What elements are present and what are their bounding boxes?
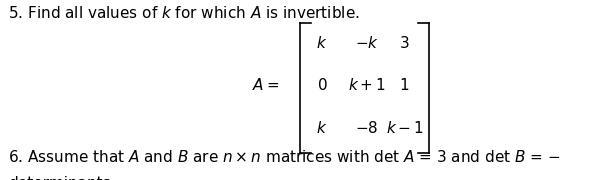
Text: $-8$: $-8$ (355, 120, 378, 136)
Text: $3$: $3$ (399, 35, 410, 51)
Text: determinants.: determinants. (8, 176, 115, 180)
Text: $k$: $k$ (316, 35, 327, 51)
Text: $k-1$: $k-1$ (386, 120, 424, 136)
Text: $A = $: $A = $ (251, 77, 279, 93)
Text: 6. Assume that $A$ and $B$ are $n \times n$ matrices with det $A$ = 3 and det $B: 6. Assume that $A$ and $B$ are $n \times… (8, 149, 560, 165)
Text: 5. Find all values of $k$ for which $A$ is invertible.: 5. Find all values of $k$ for which $A$ … (8, 5, 360, 21)
Text: $k$: $k$ (316, 120, 327, 136)
Text: $k+1$: $k+1$ (348, 77, 386, 93)
Text: $-k$: $-k$ (354, 35, 379, 51)
Text: $0$: $0$ (316, 77, 327, 93)
Text: $1$: $1$ (400, 77, 409, 93)
